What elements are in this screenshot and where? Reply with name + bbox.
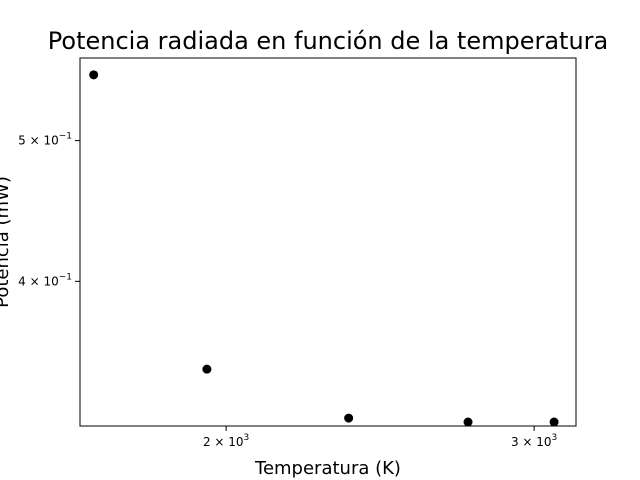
- x-axis-label: Temperatura (K): [254, 458, 401, 479]
- data-point: [344, 413, 354, 423]
- data-point: [549, 417, 559, 427]
- x-tick-label: 2 × 103: [203, 433, 249, 449]
- y-tick-base: 5 × 10: [18, 134, 59, 148]
- y-tick-exponent: −1: [59, 272, 72, 282]
- y-tick-base: 4 × 10: [18, 274, 59, 288]
- x-tick-label: 3 × 103: [511, 433, 557, 449]
- chart-title: Potencia radiada en función de la temper…: [48, 27, 608, 55]
- y-tick-label: 5 × 10−1: [18, 132, 72, 148]
- y-tick-exponent: −1: [59, 132, 72, 142]
- plot-frame: [79, 57, 577, 427]
- x-tick-base: 2 × 10: [203, 435, 244, 449]
- data-point: [89, 70, 99, 80]
- x-tick-base: 3 × 10: [511, 435, 552, 449]
- x-tick-exponent: 3: [244, 433, 250, 443]
- data-points: [89, 70, 559, 427]
- y-tick-label: 4 × 10−1: [18, 272, 72, 288]
- y-axis-label: Potencia (mW): [0, 176, 13, 308]
- x-tick-exponent: 3: [552, 433, 558, 443]
- data-point: [463, 417, 473, 427]
- data-point: [202, 364, 212, 374]
